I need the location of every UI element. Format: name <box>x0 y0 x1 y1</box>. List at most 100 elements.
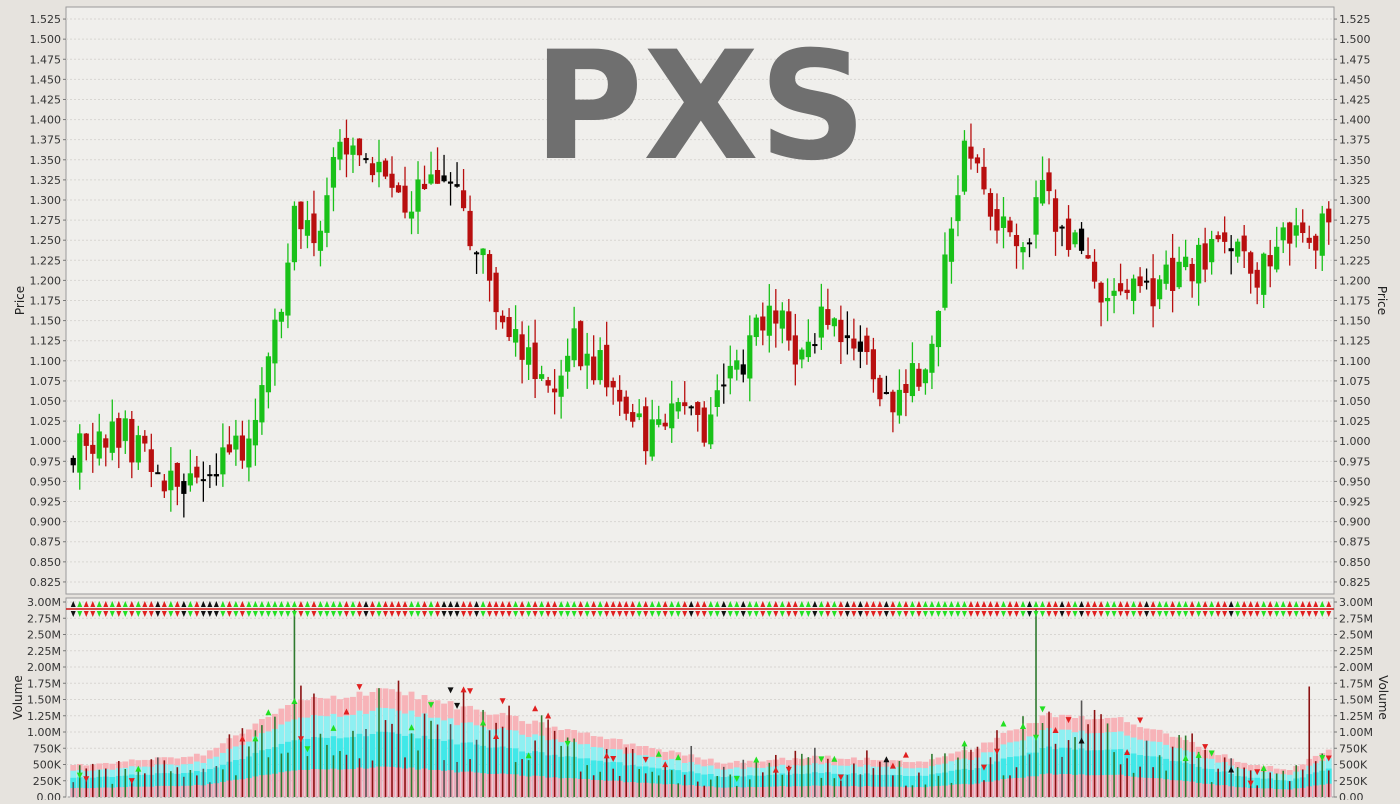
candle-body <box>649 419 655 457</box>
signal-marker-down <box>70 611 76 617</box>
signal-marker-up <box>1118 601 1124 607</box>
price-tick-label: 1.325 <box>1339 174 1371 187</box>
signal-marker-up <box>233 601 239 607</box>
candle-body <box>1306 237 1312 243</box>
signal-marker-down <box>545 611 551 617</box>
candle-body <box>1124 289 1130 294</box>
candle-body <box>1196 244 1202 284</box>
candle-body <box>382 160 389 177</box>
signal-marker-down <box>792 611 798 617</box>
signal-marker-up <box>922 601 928 607</box>
signal-marker-down <box>1306 611 1312 617</box>
signal-marker-down <box>1085 611 1091 617</box>
price-tick-label: 0.875 <box>30 536 62 549</box>
signal-marker-down <box>630 611 636 617</box>
candle-body <box>903 383 909 393</box>
signal-marker-up <box>448 601 454 607</box>
signal-marker-down <box>142 611 148 617</box>
signal-marker-up <box>1144 601 1150 607</box>
price-tick-label: 0.850 <box>30 556 62 569</box>
signal-marker-up <box>1313 601 1319 607</box>
volume-marker <box>447 687 454 694</box>
volume-marker <box>1182 754 1189 761</box>
candle-body <box>122 418 128 441</box>
volume-tick-label: 500K <box>33 759 62 772</box>
signal-marker-up <box>402 601 408 607</box>
candle-body <box>142 435 148 444</box>
candle-body <box>1065 218 1072 250</box>
signal-marker-up <box>304 601 310 607</box>
signal-marker-up <box>428 601 434 607</box>
signal-marker-up <box>148 601 154 607</box>
volume-marker <box>545 712 552 719</box>
candle-body <box>1078 228 1085 251</box>
signal-marker-down <box>942 611 948 617</box>
volume-marker <box>83 776 90 783</box>
signal-marker-down <box>688 611 694 617</box>
signal-marker-down <box>1144 611 1150 617</box>
candle-body <box>539 374 545 379</box>
signal-marker-down <box>896 611 902 617</box>
signal-marker-up <box>792 601 798 607</box>
signal-marker-up <box>526 601 532 607</box>
signal-marker-up <box>1163 601 1169 607</box>
candle-body <box>578 321 584 367</box>
signal-marker-down <box>532 611 538 617</box>
price-axis-title: Price <box>13 286 27 315</box>
candle-body <box>922 369 929 384</box>
signal-marker-up <box>760 601 766 607</box>
candle-body <box>70 457 76 466</box>
signal-marker-up <box>877 601 883 607</box>
signal-marker-up <box>155 601 161 607</box>
signal-marker-up <box>1209 601 1215 607</box>
signal-marker-up <box>285 601 291 607</box>
candle-body <box>1235 241 1241 257</box>
volume-marker <box>733 775 740 782</box>
signal-marker-up <box>831 601 837 607</box>
candle-body <box>818 306 824 338</box>
signal-marker-up <box>1053 601 1059 607</box>
signal-marker-down <box>174 611 180 617</box>
candle-body <box>773 310 779 324</box>
price-tick-label: 1.175 <box>1339 295 1371 308</box>
signal-marker-down <box>909 611 915 617</box>
price-tick-label: 0.875 <box>1339 536 1371 549</box>
signal-marker-up <box>773 601 779 607</box>
price-tick-label: 0.950 <box>30 475 62 488</box>
signal-marker-down <box>857 611 863 617</box>
candle-body <box>311 213 317 244</box>
signal-marker-down <box>461 611 467 617</box>
signal-marker-up <box>890 601 896 607</box>
candle-body <box>181 481 187 494</box>
volume-marker <box>662 761 669 768</box>
signal-marker-down <box>890 611 896 617</box>
signal-marker-up <box>252 601 258 607</box>
signal-marker-down <box>565 611 571 617</box>
signal-marker-up <box>1085 601 1091 607</box>
volume-marker <box>239 735 246 742</box>
signal-marker-down <box>1267 611 1273 617</box>
candle-body <box>831 318 837 327</box>
signal-marker-down <box>584 611 590 617</box>
signal-marker-down <box>1105 611 1111 617</box>
signal-marker-down <box>604 611 610 617</box>
volume-marker <box>818 756 825 763</box>
price-tick-label: 1.150 <box>30 315 62 328</box>
signal-marker-up <box>1040 601 1046 607</box>
signal-marker-down <box>356 611 362 617</box>
signal-marker-down <box>539 611 545 617</box>
candle-body <box>727 365 733 379</box>
signal-marker-up <box>864 601 870 607</box>
signal-marker-up <box>1326 601 1332 607</box>
price-tick-label: 0.850 <box>1339 556 1371 569</box>
candle-body <box>467 210 473 247</box>
signal-marker-down <box>669 611 675 617</box>
signal-marker-down <box>1092 611 1098 617</box>
candle-body <box>1026 242 1033 245</box>
signal-marker-down <box>513 611 519 617</box>
candle-body <box>532 342 538 380</box>
candle-body <box>825 309 831 325</box>
signal-marker-down <box>285 611 291 617</box>
signal-marker-up <box>220 601 226 607</box>
signal-marker-up <box>981 601 987 607</box>
